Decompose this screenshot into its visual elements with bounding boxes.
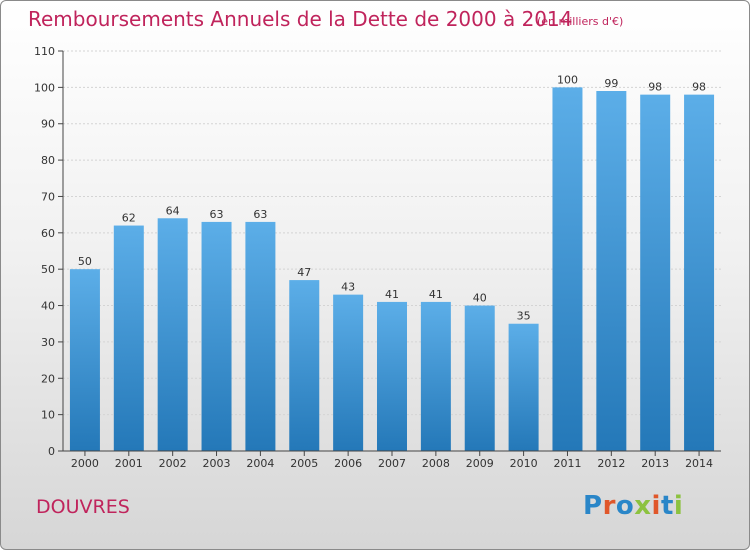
bar-value-label: 63 [253, 208, 267, 221]
x-tick-label: 2007 [378, 457, 406, 470]
bar-2002 [157, 218, 188, 451]
x-tick-label: 2000 [71, 457, 99, 470]
bar-value-label: 40 [473, 292, 487, 305]
bar-2006 [333, 294, 364, 451]
bar-2008 [420, 301, 451, 451]
y-tick-label: 10 [41, 409, 55, 422]
bar-value-label: 62 [122, 212, 136, 225]
bar-value-label: 98 [648, 81, 662, 94]
y-tick-label: 50 [41, 263, 55, 276]
axes: 0 10 20 30 40 50 60 70 80 90 100 110 2000 2001 2002 200… [34, 45, 721, 470]
bar-value-label: 43 [341, 281, 355, 294]
bar-value-label: 35 [517, 310, 531, 323]
bar-value-label: 63 [210, 208, 224, 221]
bars: 50 62 64 63 63 47 43 41 41 40 35 100 99 98 98 [69, 73, 715, 452]
x-tick-label: 2008 [422, 457, 450, 470]
bar-value-label: 99 [604, 77, 618, 90]
y-tick-label: 100 [34, 81, 55, 94]
bar-2001 [113, 225, 144, 451]
bar-2009 [464, 305, 495, 451]
city-name: DOUVRES [36, 496, 130, 518]
bar-value-label: 50 [78, 255, 92, 268]
x-tick-label: 2009 [466, 457, 494, 470]
bar-2004 [245, 221, 276, 451]
x-tick-label: 2002 [159, 457, 187, 470]
x-tick-label: 2013 [641, 457, 669, 470]
bar-2000 [69, 269, 100, 451]
x-tick-label: 2005 [290, 457, 318, 470]
bar-2005 [289, 280, 320, 451]
x-tick-label: 2014 [685, 457, 713, 470]
y-tick-label: 0 [48, 445, 55, 458]
bar-2007 [377, 301, 407, 451]
x-tick-label: 2010 [510, 457, 538, 470]
x-tick-label: 2004 [246, 457, 274, 470]
bar-value-label: 100 [557, 73, 578, 86]
bar-value-label: 41 [429, 288, 443, 301]
y-tick-label: 30 [41, 336, 55, 349]
y-tick-label: 90 [41, 118, 55, 131]
bar-2014 [684, 94, 715, 452]
y-tick-label: 70 [41, 190, 55, 203]
chart-title: Remboursements Annuels de la Dette de 20… [28, 7, 573, 31]
proxiti-logo: Proxiti [583, 491, 684, 521]
bar-2011 [552, 87, 583, 451]
x-tick-label: 2012 [597, 457, 625, 470]
x-tick-label: 2006 [334, 457, 362, 470]
y-tick-label: 110 [34, 45, 55, 58]
bar-value-label: 41 [385, 288, 399, 301]
bar-2013 [640, 94, 671, 452]
x-tick-label: 2011 [553, 457, 581, 470]
x-tick-label: 2001 [115, 457, 143, 470]
chart-subtitle: (en milliers d'€) [537, 15, 624, 28]
bar-2010 [508, 323, 539, 451]
y-tick-label: 80 [41, 154, 55, 167]
y-tick-label: 40 [41, 300, 55, 313]
bar-value-label: 98 [692, 81, 706, 94]
bar-2003 [201, 221, 232, 451]
bar-value-label: 64 [166, 204, 180, 217]
y-tick-label: 20 [41, 372, 55, 385]
bar-value-label: 47 [297, 266, 311, 279]
bar-2012 [596, 91, 627, 451]
x-tick-label: 2003 [203, 457, 231, 470]
y-tick-label: 60 [41, 227, 55, 240]
